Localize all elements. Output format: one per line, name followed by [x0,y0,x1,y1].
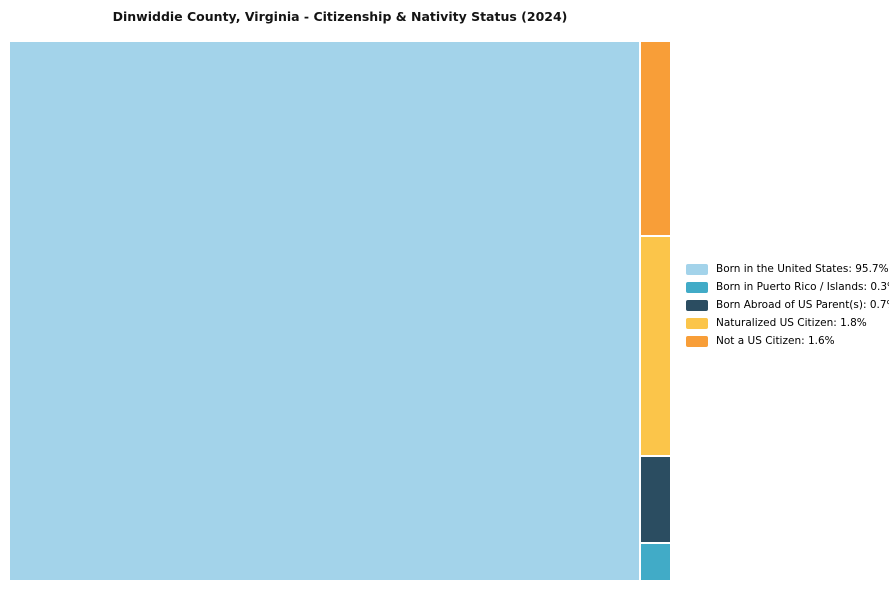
treemap-side-column [641,42,670,580]
legend-label: Born in the United States: 95.7% [716,263,889,275]
legend-swatch-born-in-the-united-states [686,263,708,275]
legend-label: Born in Puerto Rico / Islands: 0.3% [716,281,889,293]
treemap-plot [10,42,670,580]
legend-item-born-in-puerto-rico-islands: Born in Puerto Rico / Islands: 0.3% [686,281,889,293]
legend-item-born-in-the-united-states: Born in the United States: 95.7% [686,263,889,275]
treemap-rect-born-in-the-united-states[interactable] [10,42,640,580]
treemap-rect-born-abroad-of-us-parent-s[interactable] [641,457,670,542]
legend-swatch-not-a-us-citizen [686,335,708,347]
legend-swatch-born-abroad-of-us-parent-s [686,299,708,311]
legend-item-born-abroad-of-us-parent-s: Born Abroad of US Parent(s): 0.7% [686,299,889,311]
treemap-rect-born-in-puerto-rico-islands[interactable] [641,543,670,580]
legend-swatch-naturalized-us-citizen [686,317,708,329]
legend-label: Not a US Citizen: 1.6% [716,335,835,347]
legend: Born in the United States: 95.7% Born in … [686,263,889,347]
legend-label: Born Abroad of US Parent(s): 0.7% [716,299,889,311]
legend-item-not-a-us-citizen: Not a US Citizen: 1.6% [686,335,889,347]
legend-swatch-born-in-puerto-rico-islands [686,281,708,293]
legend-label: Naturalized US Citizen: 1.8% [716,317,867,329]
chart-title: Dinwiddie County, Virginia - Citizenship… [112,9,568,24]
legend-item-naturalized-us-citizen: Naturalized US Citizen: 1.8% [686,317,889,329]
treemap-rect-naturalized-us-citizen[interactable] [641,237,670,456]
treemap-rect-not-a-us-citizen[interactable] [641,42,670,236]
